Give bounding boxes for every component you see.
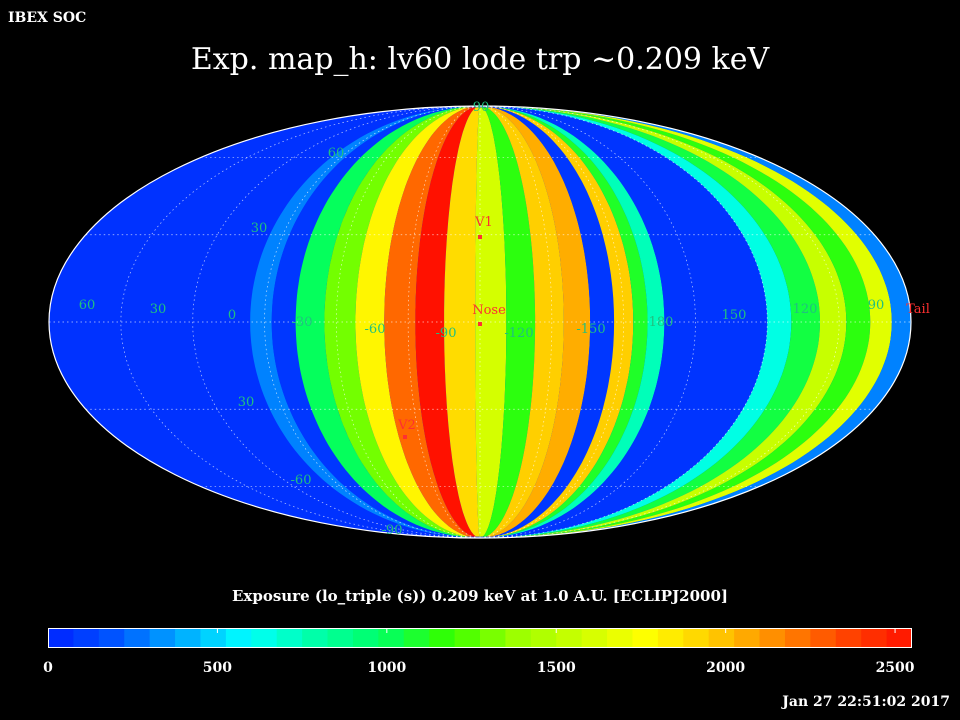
colorbar-segment [73, 628, 100, 648]
colorbar-segment [810, 628, 837, 648]
colorbar-label: Exposure (lo_triple (s)) 0.209 keV at 1.… [231, 587, 729, 605]
meridian-line [407, 106, 481, 538]
colorbar-segment [886, 628, 912, 648]
graticule-label: 90 [473, 100, 490, 115]
map-markers: V1 Nose V2 Tail [397, 215, 930, 439]
colorbar-segment [429, 628, 456, 648]
exposure-strip [355, 107, 470, 537]
graticule-label: 30 [150, 302, 167, 317]
colorbar-segment [708, 628, 735, 648]
graticule-label: -60 [365, 322, 386, 337]
colorbar-segment [48, 628, 74, 648]
graticule-label: 60 [328, 146, 345, 161]
colorbar-segment [98, 628, 125, 648]
marker-point [478, 235, 482, 239]
colorbar-segment [175, 628, 201, 648]
graticule-label: 60 [79, 298, 96, 313]
colorbar-segment [225, 628, 252, 648]
marker-label: Nose [472, 303, 506, 318]
exposure-strip [384, 107, 473, 537]
graticule-labels: 60 30 0 -30 -60 -90 -120 -150 180 150 120 90 90 60 30 3… [79, 100, 885, 538]
colorbar-segment [149, 628, 176, 648]
map-boundary [48, 105, 912, 539]
exposure-strip [324, 107, 466, 537]
colorbar-tick-label: 0 [43, 660, 53, 676]
graticule-label: -90 [436, 326, 457, 341]
exposure-strip [486, 107, 564, 537]
colorbar-segment [505, 628, 532, 648]
exposure-strips [49, 106, 911, 538]
graticule-label: -120 [504, 326, 533, 341]
graticule-label: 90 [868, 298, 885, 313]
colorbar-segment [454, 628, 481, 648]
colorbar-segment [276, 628, 303, 648]
colorbar-segment [327, 628, 354, 648]
exposure-strip [444, 107, 480, 537]
graticule-label: 30 [251, 221, 268, 236]
colorbar-segment [632, 628, 659, 648]
colorbar-frame [48, 628, 912, 648]
marker-point [403, 435, 407, 439]
marker-point [478, 322, 482, 326]
marker-label: V2 [397, 418, 416, 433]
exposure-strip [492, 107, 615, 537]
marker-label: V1 [474, 215, 493, 230]
colorbar-segment [835, 628, 862, 648]
map-title: Exp. map_h: lv60 lode trp ~0.209 keV [190, 42, 770, 77]
exposure-strip [480, 106, 768, 538]
graticule-label: 30 [238, 395, 255, 410]
timestamp: Jan 27 22:51:02 2017 [782, 694, 950, 710]
graticule-label: 120 [793, 302, 818, 317]
colorbar-tick-label: 2000 [706, 660, 746, 676]
colorbar-tick-label: 1500 [536, 660, 576, 676]
exposure-strip [415, 107, 476, 537]
colorbar [48, 628, 912, 648]
colorbar-segment [556, 628, 583, 648]
colorbar-segment [302, 628, 329, 648]
colorbar-segment [657, 628, 684, 648]
colorbar-tick-label: 500 [202, 660, 233, 676]
exposure-strip [295, 106, 469, 538]
graticule-label: -90 [382, 523, 403, 538]
colorbar-segment [352, 628, 379, 648]
exposure-strip [489, 107, 591, 537]
colorbar-segment [734, 628, 761, 648]
colorbar-segment [759, 628, 786, 648]
colorbar-segment [581, 628, 608, 648]
colorbar-segment [378, 628, 405, 648]
graticule-label: -30 [292, 315, 313, 330]
colorbar-segment [200, 628, 227, 648]
graticule-label: -150 [576, 322, 605, 337]
meridian-line [192, 106, 481, 538]
meridian-line [479, 106, 696, 538]
exposure-strip [495, 107, 634, 537]
org-label: IBEX SOC [8, 10, 87, 26]
meridian-line [264, 106, 481, 538]
colorbar-segment [530, 628, 557, 648]
colorbar-segment [683, 628, 710, 648]
graticule-label: -60 [291, 473, 312, 488]
graticule-label: 0 [228, 308, 236, 323]
colorbar-segment [480, 628, 506, 648]
colorbar-tick-label: 2500 [875, 660, 915, 676]
colorbar-segment [124, 628, 151, 648]
colorbar-segment [607, 628, 633, 648]
graticule-label: 150 [722, 308, 747, 323]
colorbar-segment [784, 628, 811, 648]
colorbar-segment [403, 628, 430, 648]
marker-label: Tail [906, 302, 930, 317]
colorbar-segment [861, 628, 888, 648]
colorbar-tick-label: 1000 [367, 660, 407, 676]
graticule-label: 180 [649, 315, 674, 330]
colorbar-segment [251, 628, 278, 648]
